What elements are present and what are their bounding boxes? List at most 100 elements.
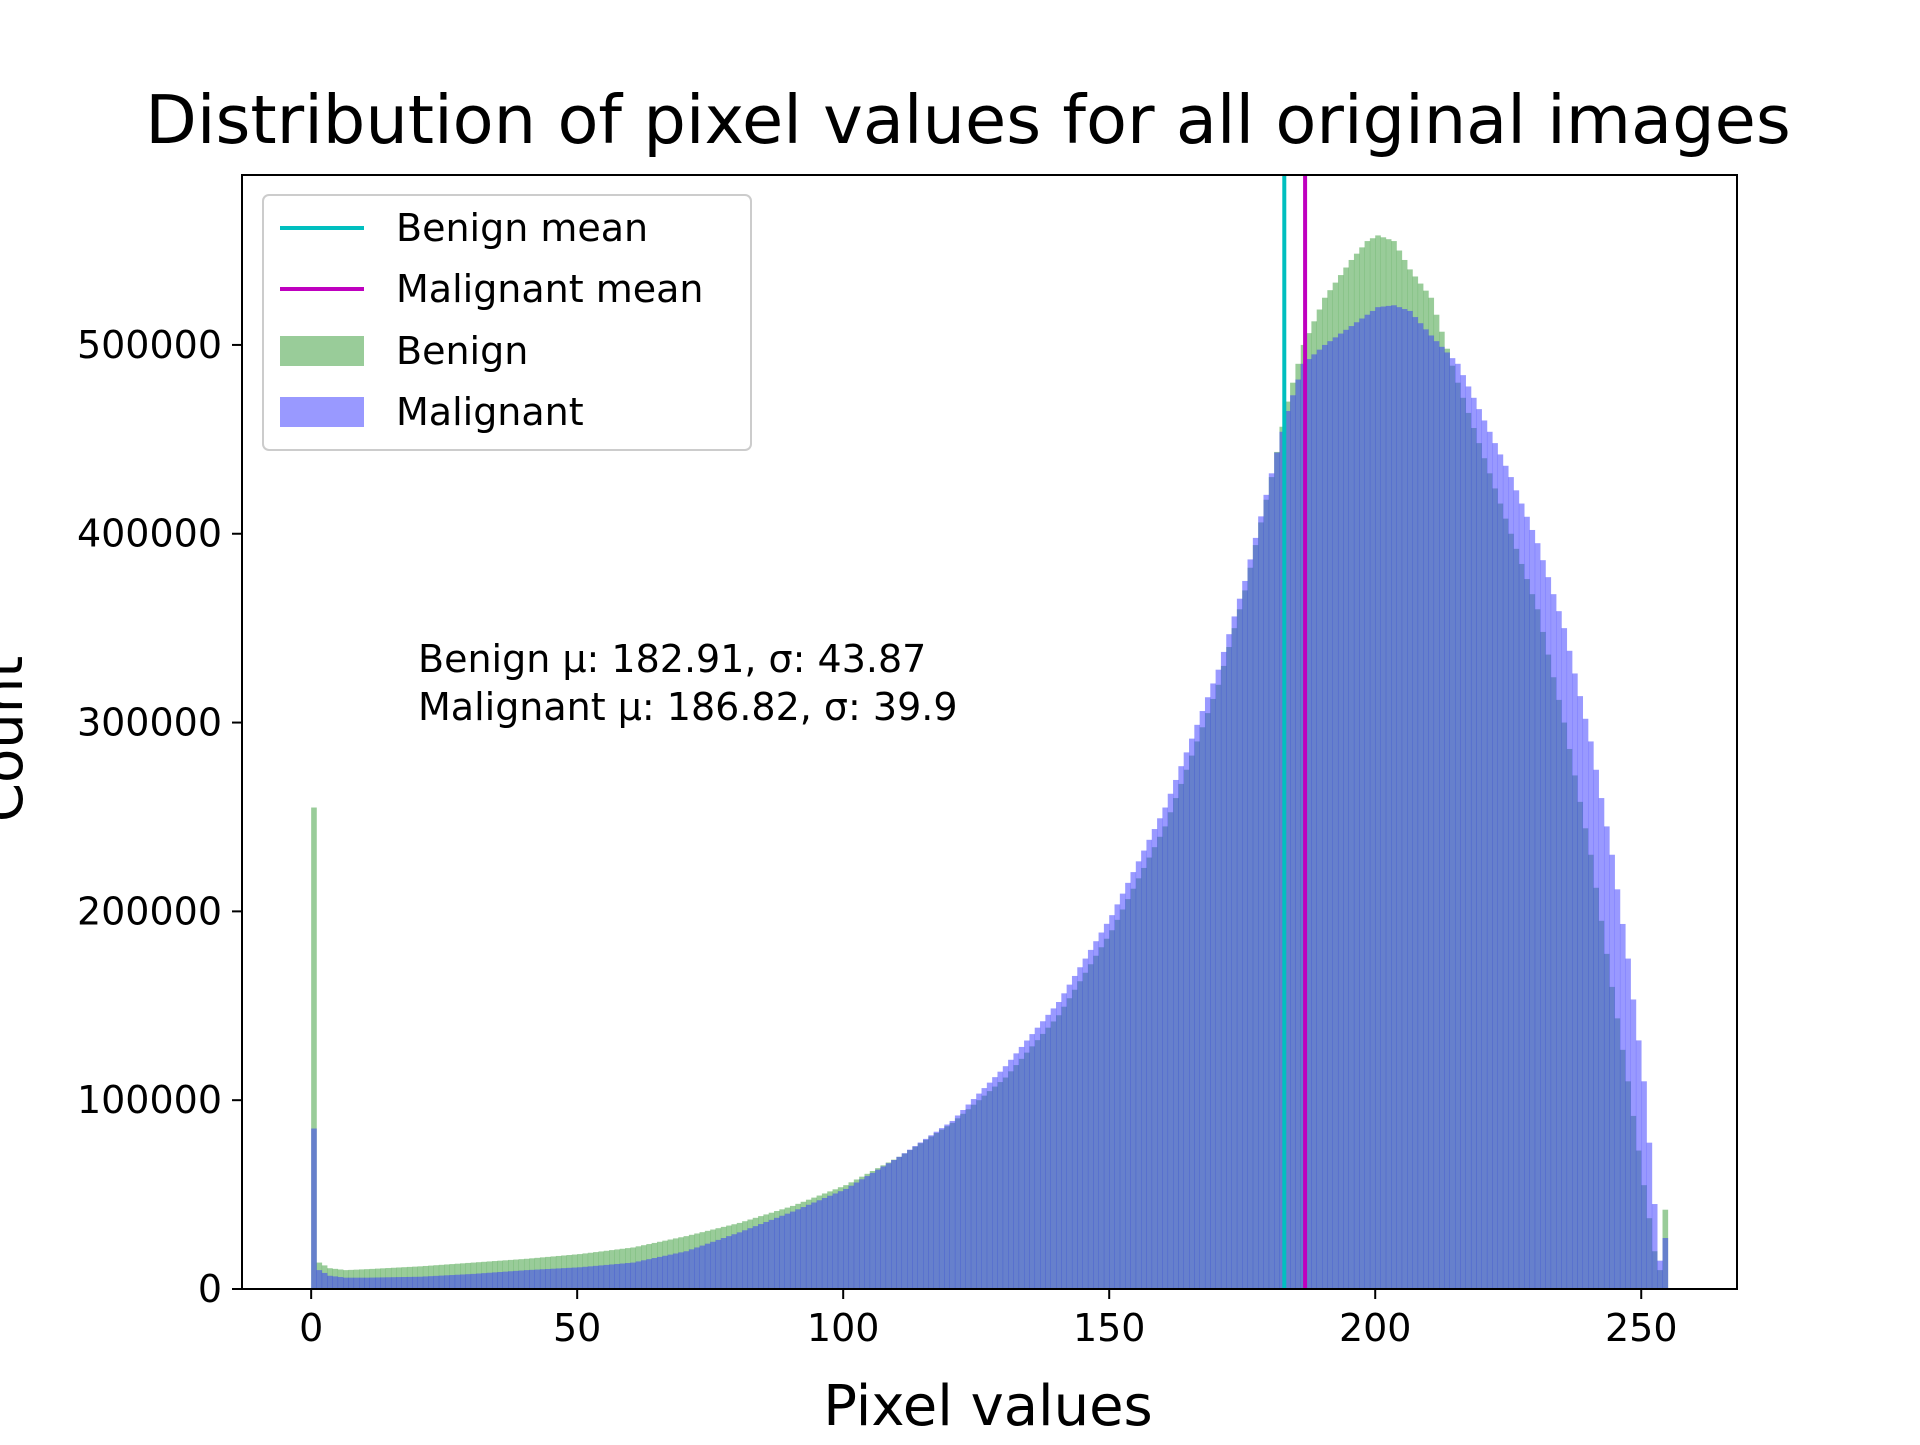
malignant-bar [715, 1239, 722, 1289]
malignant-bar [1396, 307, 1403, 1289]
malignant-bar [1343, 329, 1349, 1290]
malignant-bar [593, 1265, 599, 1289]
malignant-bar [891, 1160, 897, 1289]
malignant-bar [1518, 503, 1525, 1289]
malignant-bar [646, 1259, 652, 1289]
malignant-bar [433, 1275, 440, 1289]
malignant-bar [518, 1270, 525, 1289]
malignant-bar [545, 1268, 551, 1289]
malignant-bar [1024, 1040, 1030, 1289]
malignant-bar [539, 1269, 546, 1289]
chart-title: Distribution of pixel values for all ori… [145, 81, 1790, 159]
malignant-bar [1534, 543, 1541, 1289]
malignant-bar [497, 1272, 503, 1289]
malignant-bar [1407, 310, 1413, 1289]
malignant-bar [1290, 395, 1296, 1289]
malignant-bar [348, 1277, 355, 1289]
malignant-bar [688, 1249, 695, 1289]
malignant-bar [928, 1135, 934, 1289]
malignant-bar [678, 1252, 684, 1289]
malignant-bar [672, 1253, 679, 1289]
malignant-bar [1359, 318, 1365, 1289]
malignant-bar [343, 1277, 349, 1289]
malignant-bar [1008, 1059, 1014, 1289]
malignant-bar [1385, 305, 1392, 1289]
malignant-bar [800, 1207, 807, 1289]
malignant-bar [577, 1267, 583, 1289]
malignant-bar [1018, 1046, 1025, 1289]
malignant-bar [1497, 454, 1504, 1289]
malignant-bar [401, 1277, 408, 1289]
malignant-bar [742, 1230, 748, 1289]
malignant-bar [896, 1156, 903, 1289]
malignant-bar [1524, 516, 1530, 1289]
malignant-bar [949, 1120, 956, 1289]
malignant-bar [843, 1188, 849, 1289]
malignant-bar [1486, 431, 1493, 1289]
malignant-bar [1242, 580, 1248, 1289]
malignant-bar [1662, 1238, 1669, 1289]
malignant-bar [1050, 1008, 1057, 1289]
malignant-bar [470, 1273, 477, 1289]
malignant-bar [986, 1082, 993, 1289]
malignant-bar [1337, 333, 1344, 1290]
malignant-bar [1651, 1204, 1658, 1289]
malignant-bar [1098, 932, 1105, 1289]
malignant-bar [656, 1256, 663, 1289]
malignant-bar [1540, 560, 1546, 1289]
malignant-bar [550, 1268, 557, 1289]
malignant-bar [1572, 673, 1578, 1289]
malignant-bar [1071, 975, 1078, 1289]
malignant-bar [1481, 420, 1488, 1290]
malignant-bar [1183, 752, 1190, 1289]
malignant-bar [976, 1093, 982, 1289]
malignant-bar [476, 1273, 482, 1289]
malignant-bar [1455, 363, 1461, 1289]
malignant-bar [454, 1274, 461, 1289]
malignant-bar [523, 1270, 530, 1289]
malignant-bar [1476, 409, 1482, 1289]
malignant-bar [917, 1142, 924, 1289]
malignant-bar [1220, 651, 1227, 1289]
malignant-bar [747, 1228, 754, 1289]
malignant-bar [449, 1275, 456, 1289]
malignant-bar [1252, 537, 1259, 1289]
x-tick-label: 250 [1605, 1306, 1678, 1350]
malignant-bar [1215, 669, 1222, 1289]
legend-box [262, 194, 752, 451]
malignant-bar [1236, 598, 1243, 1289]
malignant-bar [1034, 1027, 1041, 1289]
malignant-bar [1646, 1142, 1653, 1289]
malignant-bar [460, 1274, 466, 1289]
legend-malignant-mean-label: Malignant mean [396, 267, 704, 311]
malignant-bar [821, 1197, 828, 1289]
y-tick-label: 300000 [77, 701, 222, 745]
x-tick-label: 200 [1339, 1306, 1412, 1350]
malignant-bar [396, 1277, 402, 1289]
malignant-bar [614, 1263, 621, 1289]
stats-annotation: Benign μ: 182.91, σ: 43.87 Malignant μ: … [418, 637, 958, 729]
malignant-bar [699, 1245, 706, 1289]
malignant-bar [566, 1267, 573, 1289]
malignant-bar [912, 1146, 918, 1289]
malignant-bar [710, 1241, 716, 1289]
malignant-bar [1093, 941, 1099, 1289]
malignant-bar [726, 1236, 732, 1289]
malignant-bar [1529, 529, 1536, 1289]
malignant-bar [1449, 358, 1456, 1289]
malignant-bar [938, 1128, 945, 1289]
malignant-bar [1061, 993, 1067, 1289]
malignant-bar [1162, 807, 1169, 1289]
malignant-bar [832, 1193, 839, 1289]
malignant-bar [1077, 967, 1083, 1289]
malignant-bar [380, 1277, 386, 1289]
malignant-bar [662, 1255, 668, 1289]
malignant-bar [1013, 1053, 1020, 1289]
malignant-bar [1460, 375, 1466, 1289]
malignant-bar [1641, 1081, 1647, 1289]
malignant-bar [752, 1226, 759, 1289]
malignant-bar [763, 1221, 770, 1289]
malignant-bar [406, 1276, 413, 1289]
malignant-bar [736, 1232, 743, 1289]
malignant-bar [353, 1277, 360, 1289]
